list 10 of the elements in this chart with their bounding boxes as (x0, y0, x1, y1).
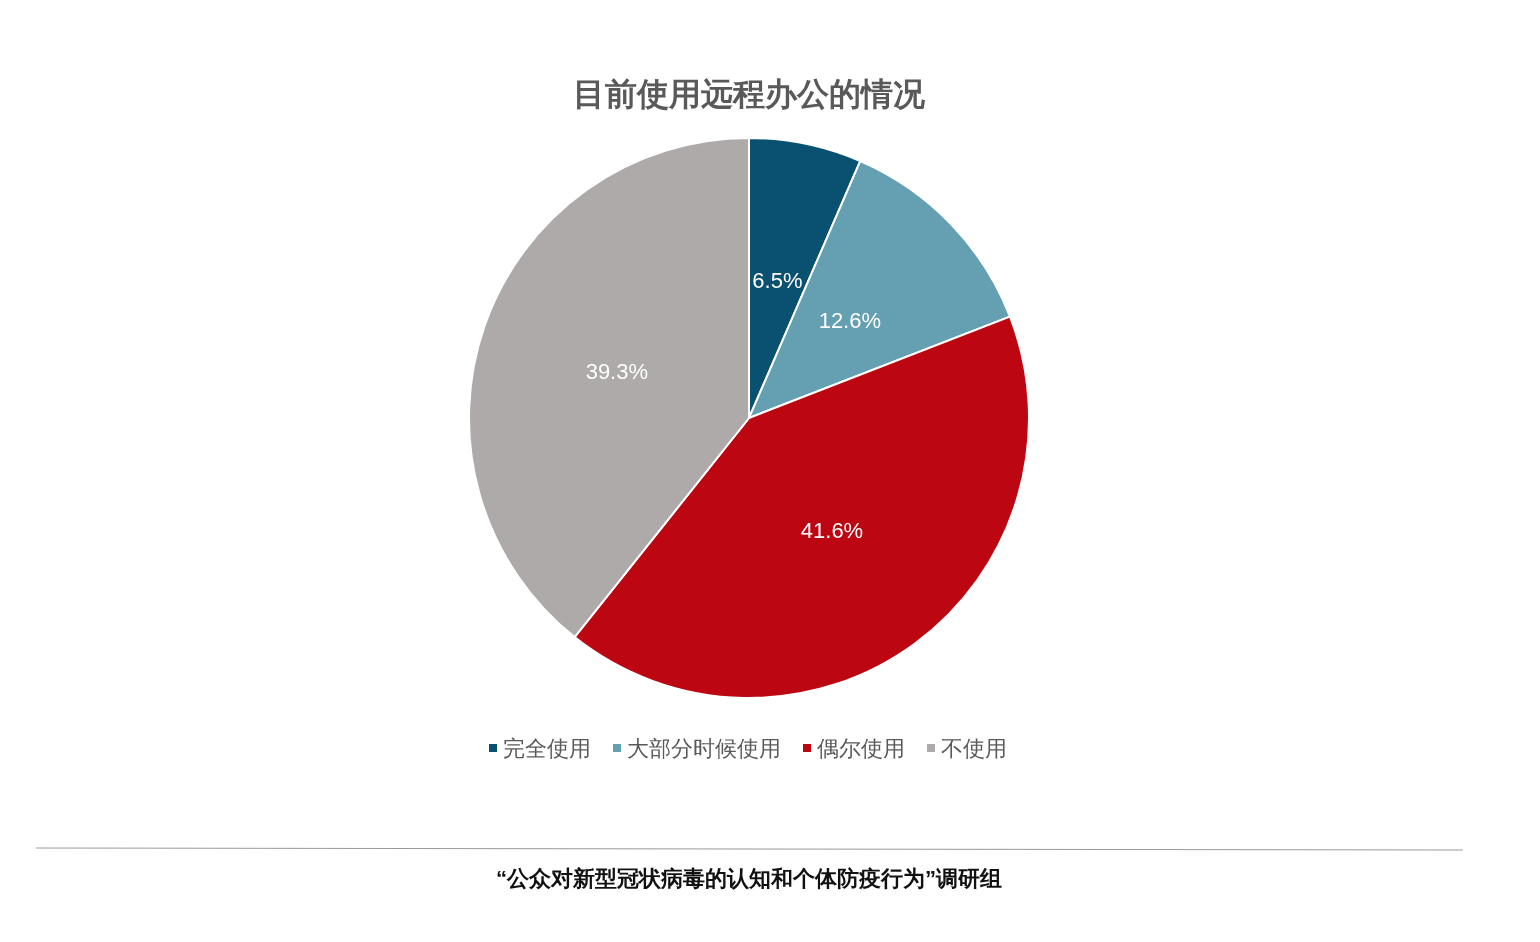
legend-label: 大部分时候使用 (627, 735, 781, 761)
legend-label: 不使用 (941, 735, 1007, 761)
data-label: 39.3% (585, 359, 649, 385)
legend-label: 完全使用 (503, 735, 591, 761)
data-label: 41.6% (800, 518, 864, 544)
chart-title: 目前使用远程办公的情况 (573, 76, 926, 112)
text: “公众对新型冠状病毒的认知和个体防疫行为”调研组 (496, 865, 1002, 891)
legend-label: 偶尔使用 (817, 735, 905, 761)
data-label: 12.6% (818, 308, 882, 334)
data-label: 6.5% (752, 268, 803, 294)
